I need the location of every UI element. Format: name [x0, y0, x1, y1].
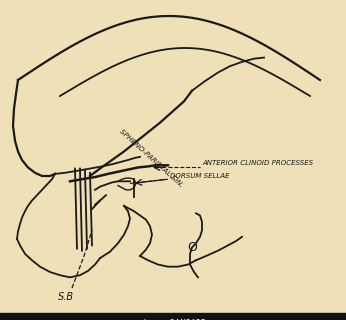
- Text: ANTERIOR CLINOID PROCESSES: ANTERIOR CLINOID PROCESSES: [202, 160, 313, 166]
- Text: S.B: S.B: [58, 292, 74, 301]
- Text: O: O: [187, 241, 197, 254]
- Text: alamy - 2AN3A2R: alamy - 2AN3A2R: [139, 319, 207, 320]
- Text: SPHENO-PARIETAL SIN.: SPHENO-PARIETAL SIN.: [118, 128, 184, 188]
- Text: DORSUM SELLAE: DORSUM SELLAE: [170, 173, 229, 179]
- Bar: [0, 313, 346, 320]
